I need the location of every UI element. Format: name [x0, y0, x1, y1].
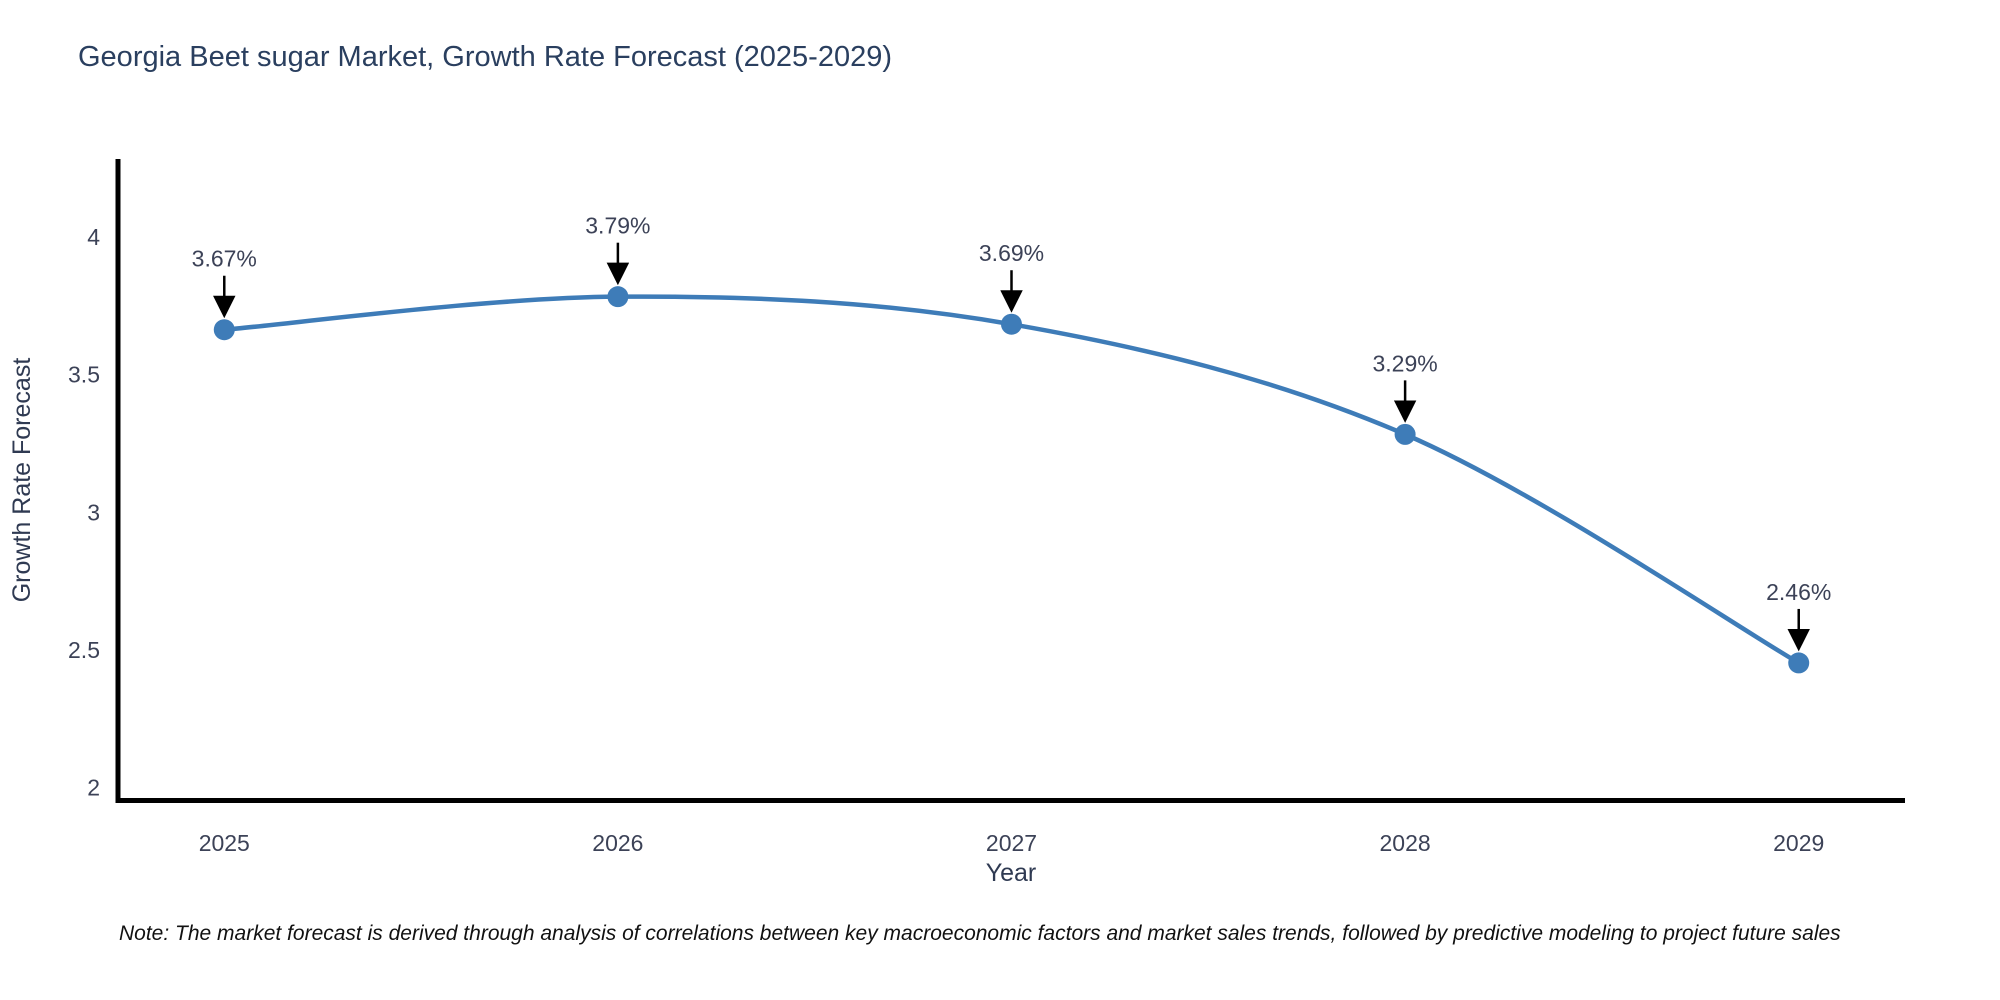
x-tick-label: 2027 [986, 830, 1037, 856]
data-series [213, 286, 1810, 674]
data-point-marker [1001, 313, 1022, 335]
point-annotations: 3.67% 3.79% 3.69% 3.29% 2.46% [192, 213, 1831, 652]
annotation-label: 2.46% [1766, 579, 1831, 605]
annotation-label: 3.79% [585, 213, 650, 239]
y-tick-label: 2 [87, 775, 100, 801]
y-tick-label: 4 [87, 224, 100, 250]
x-axis-title: Year [986, 859, 1037, 887]
data-point-marker [1394, 423, 1416, 445]
y-tick-label: 3.5 [68, 362, 100, 388]
annotation-label: 3.29% [1373, 350, 1438, 376]
y-tick-label: 2.5 [68, 637, 100, 663]
note-text: Note: The market forecast is derived thr… [119, 922, 1841, 945]
axis-ticks: 4 3.5 3 2.5 2 2025 2026 2027 2028 2029 [68, 224, 1824, 856]
y-axis-title: Growth Rate Forecast [8, 358, 36, 603]
data-point-marker [607, 286, 629, 308]
data-point-marker [213, 319, 235, 341]
data-point-marker [1788, 652, 1810, 674]
x-tick-label: 2025 [199, 830, 250, 856]
forecast-line [222, 294, 1801, 666]
x-tick-label: 2028 [1380, 830, 1431, 856]
y-tick-label: 3 [87, 499, 100, 525]
annotation-label: 3.69% [979, 240, 1044, 266]
x-tick-label: 2029 [1773, 830, 1824, 856]
x-tick-label: 2026 [592, 830, 643, 856]
chart-title: Georgia Beet sugar Market, Growth Rate F… [78, 41, 892, 73]
annotation-label: 3.67% [192, 246, 257, 272]
